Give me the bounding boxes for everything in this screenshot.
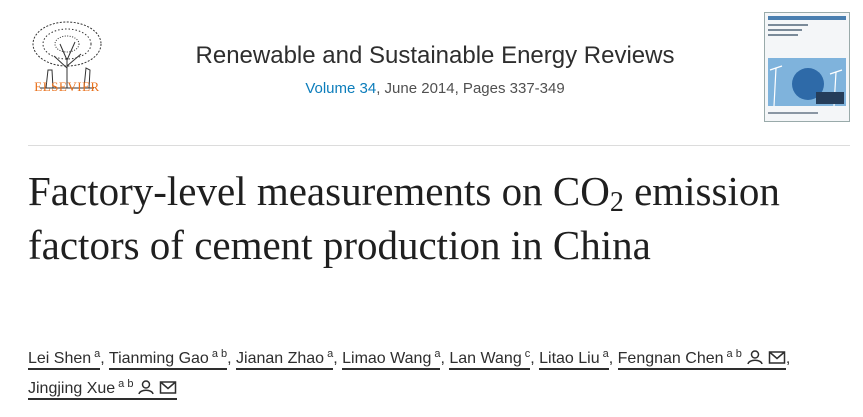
author[interactable]: Jingjing Xue a b xyxy=(28,378,178,400)
author-name: Jingjing Xue xyxy=(28,380,116,397)
volume-link[interactable]: Volume 34 xyxy=(305,80,377,97)
publisher-logo[interactable] xyxy=(26,8,108,100)
email-icon-shape xyxy=(160,381,177,394)
person-icon-shape xyxy=(747,350,763,365)
email-icon-shape xyxy=(768,351,786,364)
volume-line: Volume 34, June 2014, Pages 337-349 xyxy=(110,80,760,97)
author[interactable]: Lan Wang c xyxy=(449,348,531,370)
article-title: Factory-level measurements on CO2 emissi… xyxy=(28,164,808,272)
author-separator: , xyxy=(785,350,791,367)
title-text: emission factors of cement production in… xyxy=(28,168,780,268)
publisher-name: ELSEVIER xyxy=(34,79,100,94)
person-icon[interactable] xyxy=(137,379,155,395)
journal-cover[interactable] xyxy=(764,12,850,122)
email-icon[interactable] xyxy=(768,349,786,365)
author[interactable]: Litao Liu a xyxy=(539,348,609,370)
author-affiliation: c xyxy=(524,348,531,360)
person-icon-shape xyxy=(138,380,155,395)
author-affiliation: a xyxy=(94,348,101,360)
journal-title[interactable]: Renewable and Sustainable Energy Reviews xyxy=(195,42,675,69)
author-separator: , xyxy=(440,350,445,367)
author-name: Litao Liu xyxy=(539,350,600,367)
issue-info: , June 2014, Pages 337-349 xyxy=(376,80,565,97)
author[interactable]: Fengnan Chen a b xyxy=(617,348,786,370)
author-affiliation: a b xyxy=(726,348,742,360)
author-affiliation: a b xyxy=(211,348,228,360)
author-name: Lan Wang xyxy=(449,350,522,367)
title-text: Factory-level measurements on CO xyxy=(28,168,610,214)
person-icon[interactable] xyxy=(746,349,764,365)
author-name: Tianming Gao xyxy=(108,350,209,367)
author-separator: , xyxy=(333,350,338,367)
author-name: Limao Wang xyxy=(342,350,432,367)
author-separator: , xyxy=(608,350,614,367)
email-icon[interactable] xyxy=(159,379,177,395)
author[interactable]: Lei Shen a xyxy=(28,348,101,370)
author-affiliation: a b xyxy=(118,378,134,390)
author-separator: , xyxy=(100,350,105,367)
author-affiliation: a xyxy=(434,348,441,360)
author-separator: , xyxy=(530,350,535,367)
author-name: Fengnan Chen xyxy=(617,350,724,367)
author-list: Lei Shen a, Tianming Gao a b, Jianan Zhao a… xyxy=(28,344,828,404)
author[interactable]: Limao Wang a xyxy=(342,348,441,370)
title-subscript: 2 xyxy=(609,187,624,218)
divider xyxy=(28,145,850,146)
author-name: Jianan Zhao xyxy=(236,350,325,367)
author-separator: , xyxy=(227,350,232,367)
author-affiliation: a xyxy=(327,348,334,360)
author-name: Lei Shen xyxy=(28,350,92,367)
author[interactable]: Jianan Zhao a xyxy=(236,348,334,370)
author-affiliation: a xyxy=(602,348,609,360)
author[interactable]: Tianming Gao a b xyxy=(108,348,228,370)
